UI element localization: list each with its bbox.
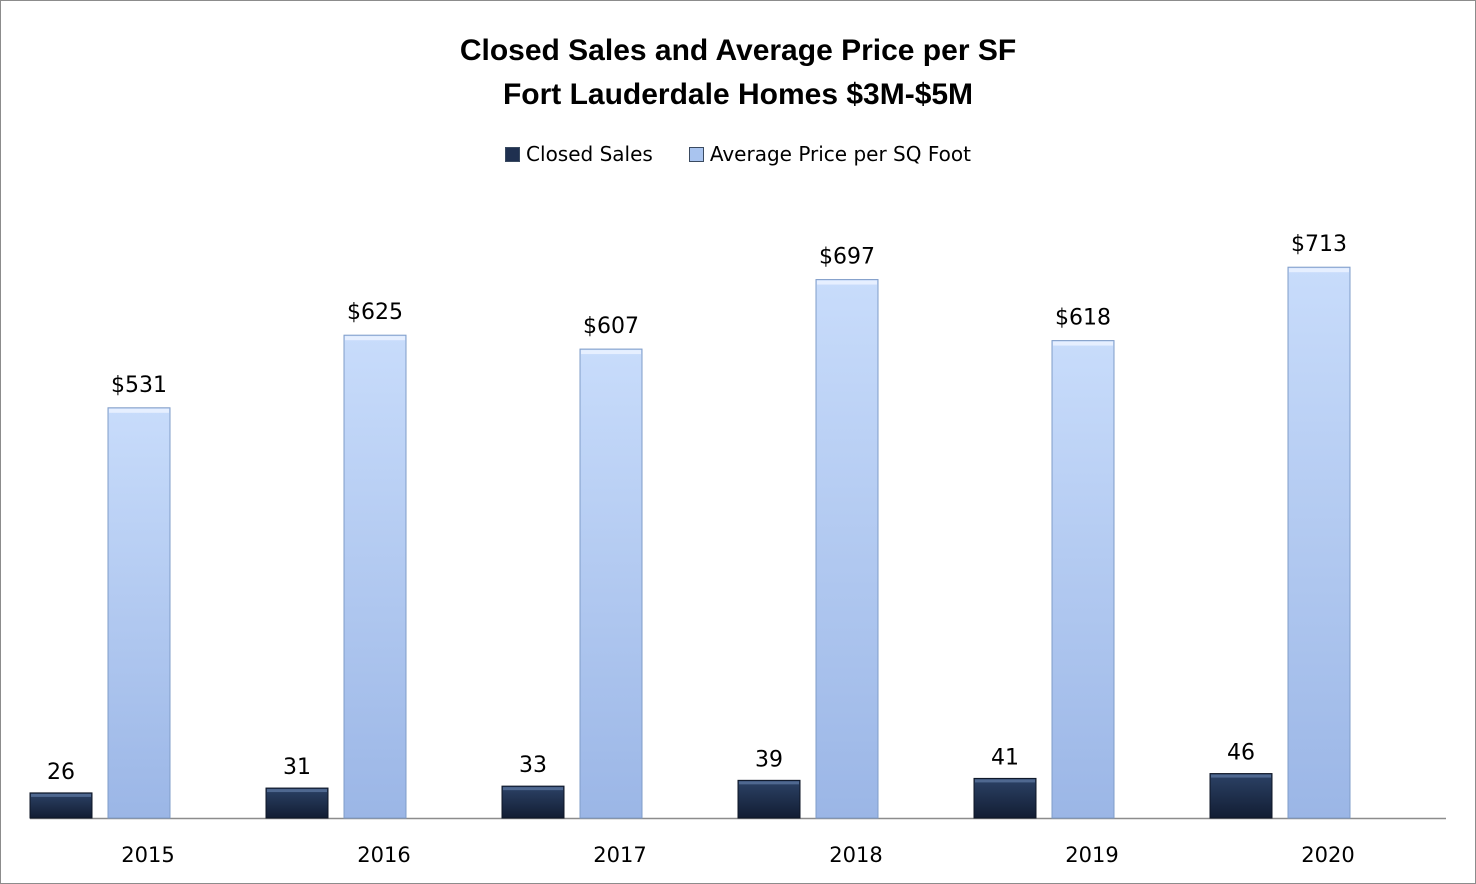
data-label-closed-sales-2018: 39 — [755, 747, 783, 772]
data-label-avg-price-2019: $618 — [1055, 306, 1111, 331]
bar-closed-sales-2020 — [1209, 773, 1273, 819]
x-tick-label-2018: 2018 — [829, 843, 882, 867]
data-label-avg-price-2018: $697 — [819, 245, 875, 270]
bar-avg-price-2016 — [343, 334, 407, 819]
bar-avg-price-2017 — [579, 348, 643, 819]
x-tick-label-2020: 2020 — [1301, 843, 1354, 867]
bar-avg-price-highlight-2017 — [581, 350, 641, 355]
data-label-avg-price-2020: $713 — [1291, 232, 1347, 257]
bar-closed-sales-highlight-2015 — [31, 793, 91, 797]
bar-closed-sales-highlight-2016 — [267, 789, 327, 793]
bar-avg-price-2020 — [1287, 266, 1351, 819]
bar-avg-price-highlight-2016 — [345, 336, 405, 341]
data-label-closed-sales-2015: 26 — [47, 760, 75, 785]
bar-avg-price-highlight-2020 — [1289, 268, 1349, 273]
bar-closed-sales-2018 — [737, 779, 801, 819]
bar-closed-sales-highlight-2020 — [1211, 774, 1271, 778]
bar-closed-sales-2015 — [29, 792, 93, 819]
bar-avg-price-highlight-2015 — [109, 408, 169, 413]
data-label-avg-price-2015: $531 — [111, 373, 167, 398]
legend-label-closed-sales: Closed Sales — [526, 142, 653, 166]
data-label-closed-sales-2016: 31 — [283, 755, 311, 780]
legend-item-average-price: Average Price per SQ Foot — [688, 142, 971, 166]
bar-avg-price-2015 — [107, 407, 171, 819]
bar-avg-price-2019 — [1051, 340, 1115, 819]
legend-swatch-average-price — [688, 146, 704, 162]
x-tick-label-2019: 2019 — [1065, 843, 1118, 867]
data-label-avg-price-2016: $625 — [347, 300, 403, 325]
data-label-closed-sales-2017: 33 — [519, 753, 547, 778]
chart-title-block: Closed Sales and Average Price per SF Fo… — [1, 29, 1475, 117]
legend-label-average-price: Average Price per SQ Foot — [709, 142, 971, 166]
bar-avg-price-highlight-2018 — [817, 280, 877, 285]
bar-closed-sales-2017 — [501, 785, 565, 819]
bar-avg-price-2018 — [815, 279, 879, 819]
legend: Closed Sales Average Price per SQ Foot — [1, 142, 1475, 166]
chart-title: Closed Sales and Average Price per SF — [459, 34, 1017, 67]
x-tick-label-2016: 2016 — [357, 843, 410, 867]
bar-closed-sales-highlight-2019 — [975, 779, 1035, 783]
bar-closed-sales-2016 — [265, 787, 329, 819]
data-label-closed-sales-2020: 46 — [1227, 741, 1255, 766]
legend-swatch-closed-sales — [505, 146, 521, 162]
x-tick-label-2015: 2015 — [121, 843, 174, 867]
bar-closed-sales-highlight-2018 — [739, 781, 799, 785]
plot-area: 26 $531 2015 31 $625 2016 33 $607 2017 39 $697 2018… — [29, 232, 1446, 867]
bar-closed-sales-2019 — [973, 777, 1037, 819]
bar-closed-sales-highlight-2017 — [503, 787, 563, 791]
chart-subtitle: Fort Lauderdale Homes $3M-$5M — [502, 78, 974, 111]
data-label-closed-sales-2019: 41 — [991, 745, 1019, 770]
bar-avg-price-highlight-2019 — [1053, 341, 1113, 346]
legend-item-closed-sales: Closed Sales — [505, 142, 653, 166]
data-label-avg-price-2017: $607 — [583, 314, 639, 339]
x-tick-label-2017: 2017 — [593, 843, 646, 867]
